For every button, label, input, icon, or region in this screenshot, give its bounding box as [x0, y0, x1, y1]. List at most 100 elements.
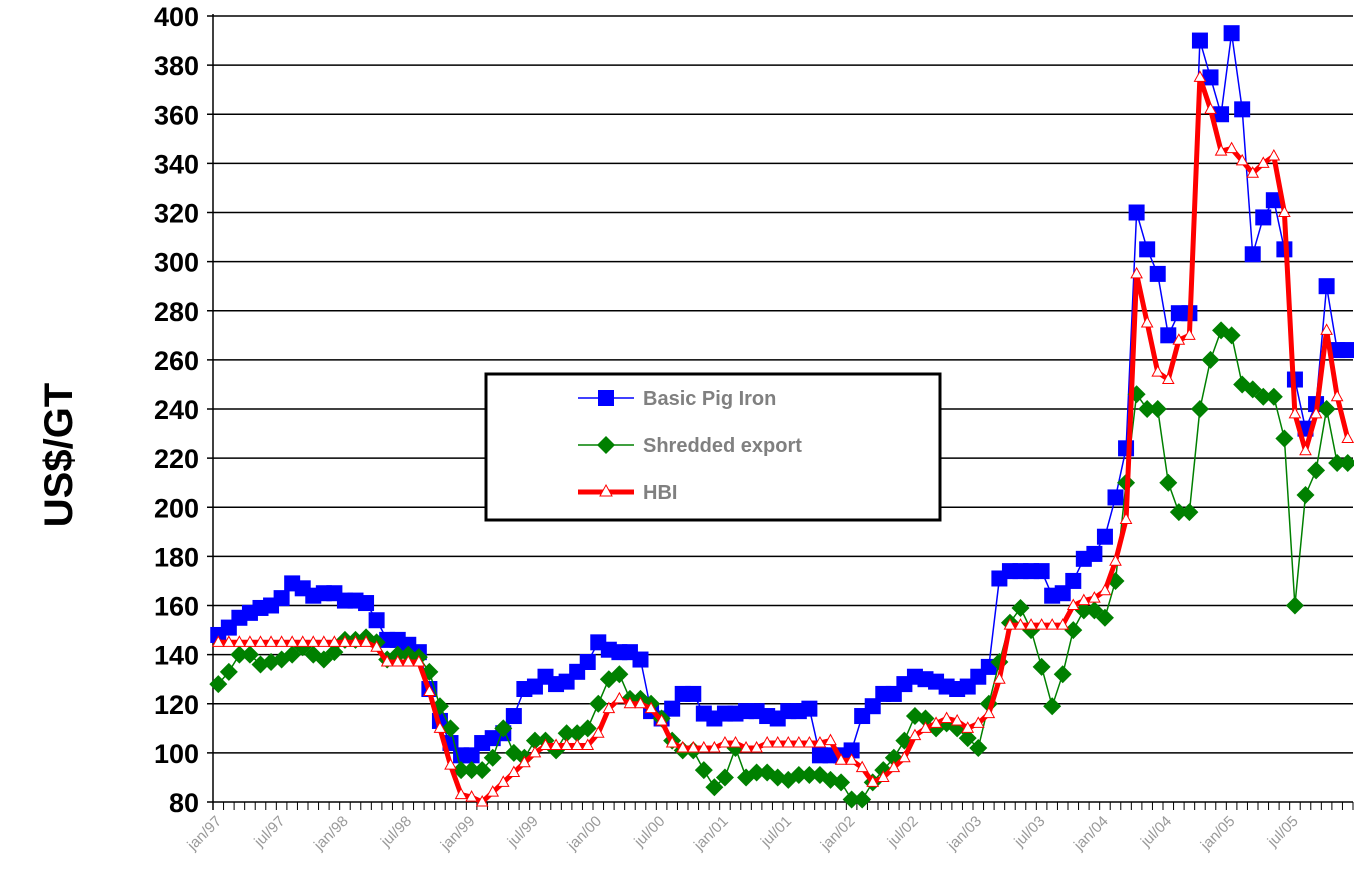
axes [207, 14, 1354, 810]
y-tick-label: 160 [154, 592, 199, 622]
data-point-triangle [454, 787, 468, 800]
legend: Basic Pig Iron Shredded export HBI [484, 372, 942, 522]
data-point-diamond [694, 761, 713, 780]
data-point-triangle [686, 740, 700, 753]
data-point-triangle [623, 696, 637, 709]
data-point-triangle [1225, 141, 1238, 154]
data-point-triangle [1130, 266, 1143, 279]
data-point-triangle [581, 738, 595, 751]
data-point-triangle [940, 711, 953, 723]
data-point-diamond [705, 778, 724, 797]
data-point-triangle [1193, 70, 1207, 82]
data-point-triangle [1172, 333, 1186, 345]
data-point-triangle [243, 635, 257, 647]
data-point-triangle [549, 738, 563, 751]
y-tick-label: 280 [154, 297, 199, 327]
data-point-diamond [832, 773, 851, 792]
data-point-triangle [665, 736, 679, 748]
y-tick-label: 340 [154, 149, 199, 179]
data-point-diamond [1095, 608, 1114, 627]
data-point-triangle [834, 753, 848, 765]
data-point-diamond [325, 643, 344, 662]
data-point-triangle [254, 635, 267, 647]
x-tick-label: jul/00 [630, 813, 668, 851]
x-tick-label: jan/97 [183, 813, 225, 855]
x-tick-label: jul/98 [377, 813, 415, 851]
data-point-diamond [452, 761, 471, 780]
data-point-triangle [412, 654, 426, 667]
data-point-diamond [1275, 429, 1294, 448]
data-point-triangle [845, 753, 858, 765]
data-point-triangle [613, 691, 626, 704]
data-point-triangle [1256, 156, 1270, 168]
data-point-triangle [507, 765, 521, 778]
data-point-triangle [1035, 618, 1048, 630]
data-point-square [1096, 528, 1113, 545]
data-point-square [843, 742, 860, 759]
data-point-diamond [1074, 601, 1093, 620]
data-point-square [368, 612, 385, 629]
data-point-triangle [1003, 618, 1017, 630]
legend-item-basic-pig-iron: Basic Pig Iron [578, 388, 776, 410]
data-point-triangle [528, 745, 542, 758]
data-point-triangle [233, 635, 246, 647]
data-point-square [1107, 489, 1124, 506]
data-point-diamond [1254, 387, 1273, 406]
y-tick-label: 380 [154, 51, 199, 81]
legend-square-marker [598, 390, 614, 406]
data-point-triangle [1299, 443, 1312, 456]
data-point-triangle [866, 775, 880, 787]
data-point-triangle [634, 696, 647, 709]
data-point-square [864, 698, 881, 715]
data-point-triangle [1330, 389, 1344, 402]
y-tick-label: 360 [154, 100, 199, 130]
x-tick-label: jan/01 [690, 813, 732, 855]
data-point-diamond [1159, 473, 1178, 492]
data-point-triangle [876, 770, 890, 782]
data-point-triangle [539, 738, 552, 751]
data-point-triangle [1045, 618, 1059, 630]
data-point-triangle [697, 740, 711, 753]
data-point-square [801, 700, 818, 717]
data-point-triangle [496, 775, 510, 787]
data-point-square [1234, 101, 1251, 118]
data-point-triangle [898, 750, 911, 763]
x-tick-label: jul/04 [1137, 813, 1175, 851]
x-tick-label: jan/04 [1070, 813, 1112, 855]
y-tick-label: 300 [154, 248, 199, 278]
grid-lines [213, 15, 1353, 803]
data-point-triangle [718, 736, 732, 748]
x-tick-label: jul/02 [884, 813, 922, 851]
data-point-square [1139, 241, 1156, 258]
data-point-triangle [1288, 406, 1302, 419]
data-point-diamond [789, 765, 808, 784]
data-point-diamond [589, 694, 608, 713]
data-point-triangle [961, 721, 975, 733]
data-point-triangle [1341, 431, 1354, 443]
data-point-triangle [1088, 591, 1101, 603]
x-tick-labels: jan/97 jul/97 jan/98 jul/98 jan/99 jul/99 jan/… [183, 813, 1301, 855]
x-tick-label: jan/05 [1197, 813, 1239, 855]
data-point-square [505, 708, 522, 725]
data-point-triangle [296, 635, 310, 647]
data-point-triangle [486, 785, 500, 797]
data-point-triangle [211, 635, 225, 647]
x-tick-label: jul/01 [757, 813, 795, 851]
y-tick-label: 200 [154, 493, 199, 523]
data-point-diamond [747, 763, 766, 782]
data-point-triangle [855, 760, 869, 773]
data-point-triangle [729, 736, 742, 748]
data-point-square [1191, 32, 1208, 49]
data-point-triangle [1183, 328, 1196, 340]
data-point-triangle [275, 635, 288, 647]
data-point-diamond [1296, 485, 1315, 504]
data-point-diamond [1138, 400, 1157, 418]
data-point-triangle [328, 635, 341, 647]
data-point-triangle [570, 738, 584, 751]
data-point-triangle [950, 713, 964, 726]
x-tick-label: jan/02 [817, 813, 859, 855]
data-point-triangle [1014, 618, 1027, 630]
data-point-square [1265, 192, 1282, 209]
data-point-triangle [803, 736, 816, 748]
data-point-diamond [1328, 454, 1347, 473]
